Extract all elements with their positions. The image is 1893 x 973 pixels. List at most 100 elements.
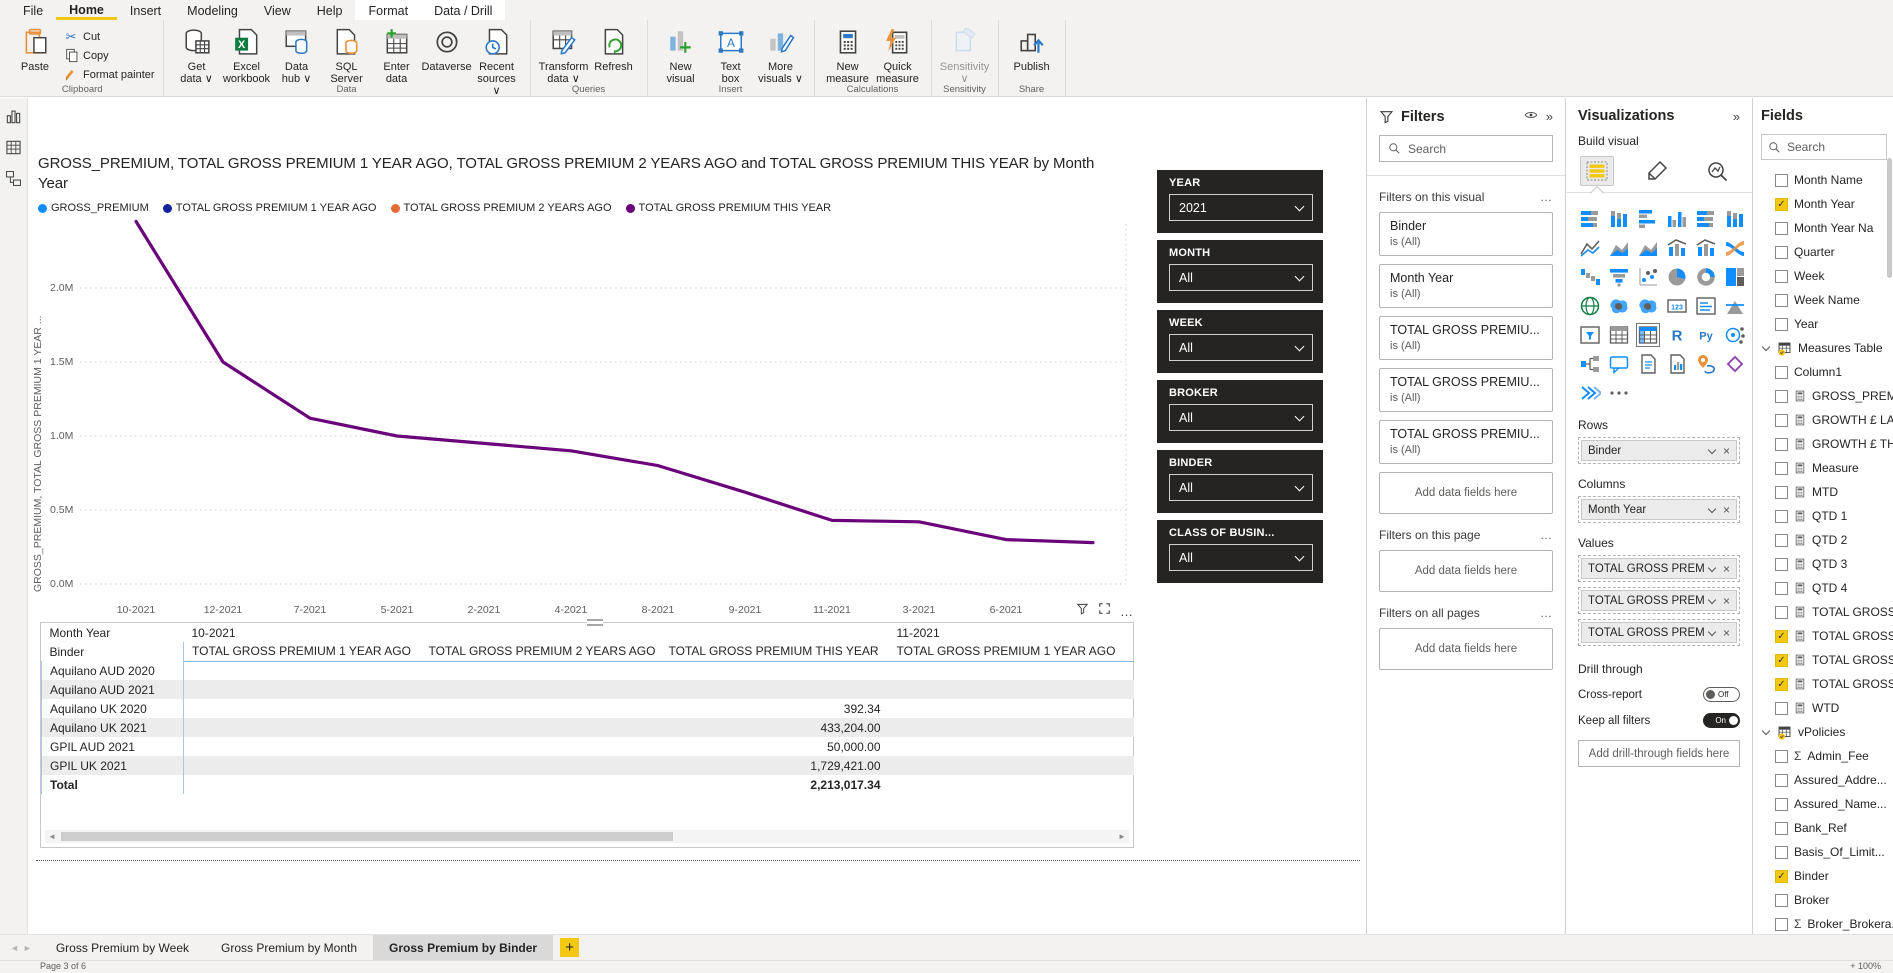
report-canvas[interactable]: GROSS_PREMIUM, TOTAL GROSS PREMIUM 1 YEA… <box>28 98 1366 934</box>
field-checkbox[interactable] <box>1775 389 1788 403</box>
field-checkbox[interactable] <box>1775 245 1788 259</box>
add-data-fields-dropzone[interactable]: Add data fields here <box>1379 472 1553 514</box>
visual-type-map[interactable] <box>1578 294 1602 318</box>
field-chip[interactable]: TOTAL GROSS PREMI... × <box>1581 558 1737 579</box>
field-checkbox[interactable] <box>1775 917 1788 931</box>
visual-type-python-visual[interactable]: Py <box>1694 323 1718 347</box>
visual-type-stacked-area-chart[interactable] <box>1636 236 1660 260</box>
visual-type-smart-narrative[interactable] <box>1636 352 1660 376</box>
visual-type-key-influencers[interactable] <box>1723 323 1747 347</box>
field-well-dropzone[interactable]: Binder × <box>1578 437 1740 464</box>
collapse-pane-icon[interactable]: » <box>1545 109 1553 124</box>
legend-item[interactable]: TOTAL GROSS PREMIUM 2 YEARS AGO <box>390 202 612 214</box>
add-data-fields-dropzone[interactable]: Add data fields here <box>1379 550 1553 592</box>
page-tab-gross-premium-by-binder[interactable]: Gross Premium by Binder <box>373 935 554 960</box>
eye-icon[interactable] <box>1524 108 1538 125</box>
collapse-pane-icon[interactable]: » <box>1732 108 1740 124</box>
enter-data-button[interactable]: Enter data <box>373 24 421 85</box>
field-checkbox[interactable] <box>1775 365 1788 379</box>
remove-field-icon[interactable]: × <box>1722 625 1730 640</box>
field-chip[interactable]: Month Year × <box>1581 499 1737 520</box>
publish-button[interactable]: Publish <box>1008 24 1056 73</box>
remove-field-icon[interactable]: × <box>1722 443 1730 458</box>
field-checkbox[interactable] <box>1775 173 1788 187</box>
visual-type-arcgis-map[interactable] <box>1694 352 1718 376</box>
chevron-down-icon[interactable] <box>1707 563 1717 572</box>
menu-tab-format[interactable]: Format <box>355 0 422 20</box>
data-hub-button[interactable]: Data hub ∨ <box>273 24 321 85</box>
field-checkbox[interactable]: ✓ <box>1775 653 1788 667</box>
field-item[interactable]: ✓TOTAL GROSS ... <box>1761 624 1893 648</box>
field-checkbox[interactable]: ✓ <box>1775 629 1788 643</box>
matrix-row[interactable]: Total 2,213,017.34 <box>41 775 1134 794</box>
add-data-fields-dropzone[interactable]: Add data fields here <box>1379 628 1553 670</box>
report-view-icon[interactable] <box>5 108 22 125</box>
visual-type-power-apps[interactable] <box>1723 352 1747 376</box>
visual-type-r-script-visual[interactable]: R <box>1665 323 1689 347</box>
field-checkbox[interactable]: ✓ <box>1775 677 1788 691</box>
field-item[interactable]: WTD <box>1761 696 1893 720</box>
field-item[interactable]: Bank_Ref <box>1761 816 1893 840</box>
focus-mode-icon[interactable] <box>1098 602 1111 620</box>
slicer-dropdown[interactable]: All <box>1169 404 1313 431</box>
visual-type-stacked-bar-chart[interactable] <box>1578 207 1602 231</box>
matrix-row[interactable]: Aquilano AUD 2021 <box>41 680 1134 699</box>
legend-item[interactable]: GROSS_PREMIUM <box>38 202 149 214</box>
field-checkbox[interactable] <box>1775 221 1788 235</box>
field-item[interactable]: MTD <box>1761 480 1893 504</box>
menu-tab-view[interactable]: View <box>263 4 291 18</box>
filter-card[interactable]: Month Year is (All) <box>1379 264 1553 308</box>
field-checkbox[interactable] <box>1775 485 1788 499</box>
field-item[interactable]: Week Name <box>1761 288 1893 312</box>
scroll-left-arrow-icon[interactable]: ◄ <box>48 832 56 841</box>
visual-type-table[interactable] <box>1607 323 1631 347</box>
visual-type-stacked-column-chart[interactable] <box>1607 207 1631 231</box>
field-item[interactable]: Week <box>1761 264 1893 288</box>
field-item[interactable]: Column1 <box>1761 360 1893 384</box>
analytics-mode-button[interactable] <box>1700 156 1734 186</box>
matrix-horizontal-scrollbar[interactable]: ◄ ► <box>45 830 1129 843</box>
prev-page-arrow-icon[interactable]: ◄ <box>10 942 19 953</box>
field-well-dropzone[interactable]: TOTAL GROSS PREMI... × <box>1578 619 1740 646</box>
visual-type-scatter-chart[interactable] <box>1636 265 1660 289</box>
field-checkbox[interactable] <box>1775 605 1788 619</box>
copy-button[interactable]: Copy <box>62 46 155 65</box>
visual-type-kpi[interactable] <box>1723 294 1747 318</box>
field-item[interactable]: Month Name <box>1761 168 1893 192</box>
scroll-right-arrow-icon[interactable]: ► <box>1118 832 1126 841</box>
dataverse-button[interactable]: Dataverse <box>421 24 472 73</box>
remove-field-icon[interactable]: × <box>1722 593 1730 608</box>
menu-tab-home[interactable]: Home <box>56 0 117 20</box>
line-chart-visual[interactable]: GROSS_PREMIUM, TOTAL GROSS PREMIUM 1 YEA… <box>32 154 1138 628</box>
next-page-arrow-icon[interactable]: ► <box>22 942 32 953</box>
field-item[interactable]: ✓TOTAL GROSS ... <box>1761 672 1893 696</box>
field-item[interactable]: QTD 1 <box>1761 504 1893 528</box>
field-checkbox[interactable]: ✓ <box>1775 869 1788 883</box>
fields-search-input[interactable]: Search <box>1761 134 1887 160</box>
field-checkbox[interactable] <box>1775 749 1788 763</box>
drill-through-dropzone[interactable]: Add drill-through fields here <box>1578 740 1740 767</box>
slicer-dropdown[interactable]: 2021 <box>1169 194 1313 221</box>
fields-scrollbar[interactable] <box>1887 158 1892 278</box>
field-well-dropzone[interactable]: Month Year × <box>1578 496 1740 523</box>
filters-search-input[interactable]: Search <box>1379 135 1553 162</box>
field-checkbox[interactable] <box>1775 413 1788 427</box>
fields-table-measures-table[interactable]: Measures Table <box>1761 336 1893 360</box>
filter-card[interactable]: Binder is (All) <box>1379 212 1553 256</box>
collapse-caret-icon[interactable] <box>1761 342 1771 352</box>
field-well-dropzone[interactable]: TOTAL GROSS PREMI... × <box>1578 587 1740 614</box>
collapse-caret-icon[interactable] <box>1761 726 1771 736</box>
field-checkbox[interactable] <box>1775 317 1788 331</box>
field-item[interactable]: Measure <box>1761 456 1893 480</box>
remove-field-icon[interactable]: × <box>1722 502 1730 517</box>
filter-card[interactable]: TOTAL GROSS PREMIU... is (All) <box>1379 420 1553 464</box>
visual-type-paginated-report[interactable] <box>1665 352 1689 376</box>
field-item[interactable]: Quarter <box>1761 240 1893 264</box>
paste-button[interactable]: Paste <box>11 24 59 73</box>
new-visual-button[interactable]: New visual <box>657 24 705 85</box>
text-box-button[interactable]: A Text box <box>707 24 755 85</box>
visual-type-donut-chart[interactable] <box>1694 265 1718 289</box>
legend-item[interactable]: TOTAL GROSS PREMIUM THIS YEAR <box>625 202 831 214</box>
fields-table-vpolicies[interactable]: vPolicies <box>1761 720 1893 744</box>
page-tab-gross-premium-by-week[interactable]: Gross Premium by Week <box>55 940 189 955</box>
